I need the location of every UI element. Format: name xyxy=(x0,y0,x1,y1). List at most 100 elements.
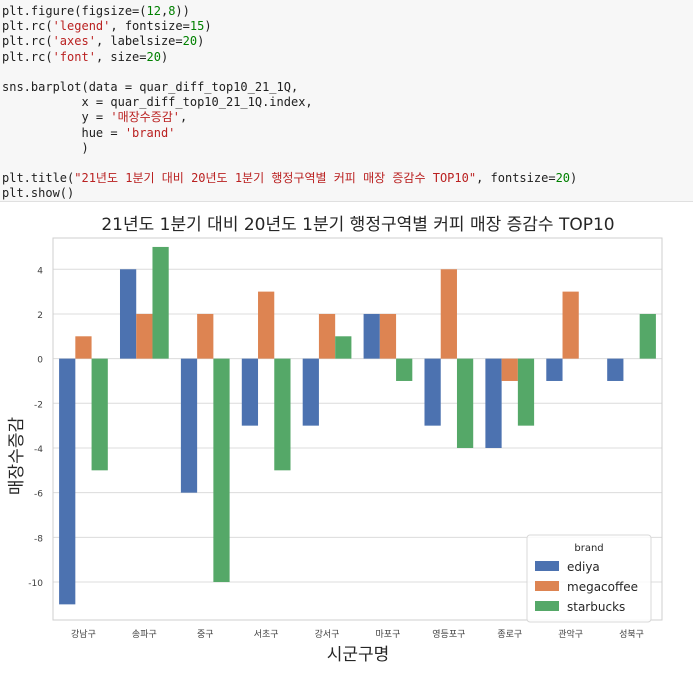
code-token: plt.show() xyxy=(2,186,75,201)
code-line: plt.rc('legend', fontsize=15) xyxy=(2,19,693,34)
code-token: 20 xyxy=(555,171,571,186)
bar-megacoffee-서초구 xyxy=(258,291,275,359)
bar-starbucks-중구 xyxy=(213,358,230,583)
legend-label-megacoffee: megacoffee xyxy=(567,580,638,594)
legend-label-starbucks: starbucks xyxy=(567,600,625,614)
bar-megacoffee-영등포구 xyxy=(440,269,457,359)
bar-megacoffee-종로구 xyxy=(501,358,518,381)
bar-starbucks-서초구 xyxy=(274,358,291,471)
code-cell[interactable]: plt.figure(figsize=(12,8)) plt.rc('legend… xyxy=(0,0,693,202)
legend-box xyxy=(526,534,652,623)
code-token: )) xyxy=(175,4,190,18)
code-line: ) xyxy=(2,141,693,156)
legend-title: brand xyxy=(574,543,603,554)
code-token: hue = xyxy=(2,125,125,140)
y-tick-label: -8 xyxy=(34,534,43,544)
code-token: "21년도 1분기 대비 20년도 1분기 행정구역별 커피 매장 증감수 TO… xyxy=(74,171,477,186)
bar-ediya-종로구 xyxy=(485,358,502,448)
y-tick-label: -6 xyxy=(34,490,43,500)
bar-ediya-서초구 xyxy=(241,358,259,426)
code-line: plt.rc('font', size=20) xyxy=(2,50,693,65)
code-token: x = quar_diff_top10_21_1Q.index, xyxy=(2,95,313,110)
code-line: plt.figure(figsize=(12,8)) xyxy=(2,4,693,19)
bar-starbucks-성북구 xyxy=(639,313,656,359)
bar-ediya-강서구 xyxy=(302,358,319,426)
x-tick-label: 종로구 xyxy=(497,629,522,640)
code-token: 'font' xyxy=(52,49,96,64)
code-token: plt.figure(figsize=( xyxy=(2,4,147,18)
bar-ediya-관악구 xyxy=(546,358,563,381)
bar-megacoffee-송파구 xyxy=(136,313,153,359)
bar-megacoffee-강남구 xyxy=(75,336,92,359)
chart-title: 21년도 1분기 대비 20년도 1분기 행정구역별 커피 매장 증감수 TOP… xyxy=(101,215,614,235)
x-tick-label: 강남구 xyxy=(71,629,96,640)
code-token: 15 xyxy=(189,19,205,34)
y-tick-label: -10 xyxy=(28,579,43,589)
code-token: , fontsize= xyxy=(110,19,190,34)
code-token: ) xyxy=(204,19,212,34)
bar-megacoffee-관악구 xyxy=(562,291,579,359)
code-line xyxy=(2,65,693,80)
x-tick-label: 관악구 xyxy=(558,628,583,640)
code-token: 20 xyxy=(182,34,198,49)
code-token: ) xyxy=(160,49,169,64)
bar-starbucks-강남구 xyxy=(91,358,108,471)
y-tick-label: -4 xyxy=(34,445,43,455)
code-line: plt.show() xyxy=(2,186,693,201)
bar-ediya-강남구 xyxy=(59,358,76,605)
y-tick-label: 0 xyxy=(37,356,43,366)
code-line: plt.title("21년도 1분기 대비 20년도 1분기 행정구역별 커피… xyxy=(2,171,693,186)
y-tick-label: 4 xyxy=(37,266,43,276)
legend-label-ediya: ediya xyxy=(567,560,600,574)
code-token: 'axes' xyxy=(52,34,96,49)
bar-starbucks-영등포구 xyxy=(456,358,474,448)
plot-frame xyxy=(52,237,663,621)
code-token: plt.rc( xyxy=(2,19,53,34)
bar-ediya-성북구 xyxy=(607,358,624,381)
y-tick-label: -2 xyxy=(34,400,43,410)
x-tick-label: 송파구 xyxy=(132,629,157,640)
legend-swatch-starbucks xyxy=(535,601,559,611)
code-token: 'legend' xyxy=(52,19,111,34)
code-token: 12 xyxy=(146,4,161,18)
x-tick-label: 중구 xyxy=(197,629,214,640)
x-tick-label: 성북구 xyxy=(619,629,644,640)
x-tick-label: 마포구 xyxy=(376,629,401,640)
code-token: plt.title( xyxy=(2,171,75,186)
code-line xyxy=(2,156,693,171)
code-editor[interactable]: plt.figure(figsize=(12,8)) plt.rc('legend… xyxy=(0,0,693,202)
code-line: y = '매장수증감', xyxy=(2,110,693,125)
bar-ediya-영등포구 xyxy=(424,358,441,426)
code-line: x = quar_diff_top10_21_1Q.index, xyxy=(2,95,693,110)
code-token: 20 xyxy=(146,49,161,64)
code-token: , xyxy=(160,4,169,18)
code-line: hue = 'brand' xyxy=(2,126,693,141)
x-tick-label: 영등포구 xyxy=(432,629,465,640)
bar-ediya-송파구 xyxy=(119,269,137,359)
code-token: plt.rc( xyxy=(2,49,53,64)
x-axis-label: 시군구명 xyxy=(327,645,390,665)
x-tick-label: 서초구 xyxy=(254,629,279,640)
code-token: 8 xyxy=(168,4,176,18)
code-token: , xyxy=(180,110,188,125)
bar-starbucks-강서구 xyxy=(335,336,352,359)
code-token: , size= xyxy=(95,49,147,64)
code-token: ) xyxy=(570,171,578,186)
code-line: plt.rc('axes', labelsize=20) xyxy=(2,34,693,49)
y-tick-label: 2 xyxy=(37,311,43,321)
legend-swatch-megacoffee xyxy=(535,581,559,591)
code-token: ) xyxy=(2,140,89,155)
legend: brand ediya megacoffee starbucks xyxy=(526,534,652,623)
code-token: y = xyxy=(2,110,111,125)
bar-starbucks-마포구 xyxy=(396,358,413,381)
code-token: ) xyxy=(197,34,205,49)
bar-ediya-중구 xyxy=(180,358,198,493)
code-token: sns.barplot(data = quar_diff_top10_21_1Q… xyxy=(2,80,299,95)
bar-megacoffee-강서구 xyxy=(318,313,336,359)
code-token: , fontsize= xyxy=(476,171,556,186)
code-token: '매장수증감' xyxy=(110,110,181,125)
code-line: sns.barplot(data = quar_diff_top10_21_1Q… xyxy=(2,80,693,95)
code-token: plt.rc( xyxy=(2,34,53,49)
legend-swatch-ediya xyxy=(535,561,559,571)
bar-ediya-마포구 xyxy=(363,313,380,359)
